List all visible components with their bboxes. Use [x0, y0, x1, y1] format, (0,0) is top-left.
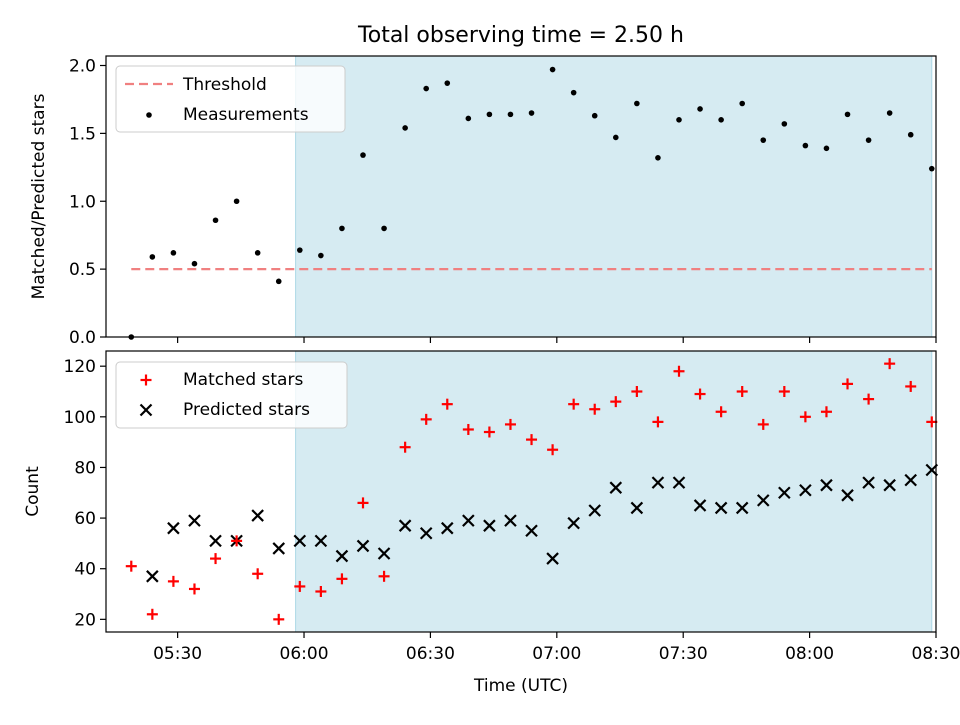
- measurement-point: [613, 135, 619, 141]
- matched-star-point: [168, 576, 179, 587]
- x-tick-label: 06:00: [280, 644, 329, 664]
- measurement-point: [655, 155, 661, 161]
- measurement-point: [381, 226, 387, 232]
- measurement-point: [234, 198, 240, 204]
- x-tick-label: 08:30: [912, 644, 960, 664]
- measurement-point: [697, 106, 703, 112]
- measurement-point: [339, 226, 345, 232]
- measurement-point: [150, 254, 156, 260]
- matched-star-point: [210, 553, 221, 564]
- matched-star-point: [189, 583, 200, 594]
- y-tick-label: 1.0: [69, 192, 96, 212]
- measurement-point: [634, 101, 640, 107]
- predicted-star-point: [273, 543, 284, 554]
- measurement-point: [550, 67, 556, 73]
- measurement-point: [887, 110, 893, 116]
- measurement-point: [824, 146, 830, 152]
- bottom-x-ticks: 05:30 06:00 06:30 07:00 07:30 08:00 08:30: [153, 632, 960, 664]
- bottom-x-axis-label: Time (UTC): [473, 676, 568, 696]
- y-tick-label: 60: [74, 509, 96, 529]
- measurement-point: [213, 217, 219, 223]
- measurement-point: [676, 117, 682, 123]
- y-tick-label: 80: [74, 458, 96, 478]
- legend-predicted-label: Predicted stars: [183, 400, 310, 420]
- y-tick-label: 20: [74, 610, 96, 630]
- measurement-point: [571, 90, 577, 96]
- bottom-observing-window-shade: [296, 351, 932, 632]
- measurement-point: [276, 279, 282, 285]
- top-observing-window-shade: [296, 56, 932, 337]
- measurement-point: [845, 112, 851, 118]
- x-tick-label: 06:30: [406, 644, 455, 664]
- measurement-point: [529, 110, 535, 116]
- measurement-point: [318, 253, 324, 259]
- legend-measurements-label: Measurements: [183, 105, 309, 125]
- y-tick-label: 120: [64, 357, 96, 377]
- measurement-point: [718, 117, 724, 123]
- predicted-star-point: [147, 571, 158, 582]
- matched-star-point: [147, 609, 158, 620]
- bottom-y-axis-label: Count: [23, 466, 43, 517]
- top-legend: Threshold Measurements: [116, 66, 345, 132]
- predicted-star-point: [252, 510, 263, 521]
- predicted-star-point: [168, 523, 179, 534]
- top-x-ticks: [178, 337, 936, 343]
- y-tick-label: 100: [64, 408, 96, 428]
- measurement-point: [908, 132, 914, 138]
- legend-measurements-swatch: [146, 112, 152, 118]
- measurement-point: [508, 112, 514, 118]
- bottom-panel: 20 40 60 80 100 120 05:30 06:00 06:30 07:00 07:30…: [23, 351, 960, 696]
- matched-star-point: [273, 614, 284, 625]
- top-y-ticks: 0.0 0.5 1.0 1.5 2.0: [69, 57, 106, 348]
- measurement-point: [782, 121, 788, 127]
- y-tick-label: 2.0: [69, 57, 96, 77]
- measurement-point: [423, 86, 429, 92]
- matched-star-point: [126, 561, 137, 572]
- matched-star-point: [252, 568, 263, 579]
- measurement-point: [466, 116, 472, 122]
- top-panel: 0.00.51.01.52.0 Matched/Predicted stars …: [29, 56, 936, 348]
- measurement-point: [444, 80, 450, 86]
- x-tick-label: 07:30: [659, 644, 708, 664]
- y-tick-label: 0.0: [69, 328, 96, 348]
- measurement-point: [171, 250, 177, 256]
- measurement-point: [866, 137, 872, 143]
- bottom-legend: Matched stars Predicted stars: [116, 362, 347, 428]
- top-y-axis-label: Matched/Predicted stars: [29, 93, 49, 299]
- predicted-star-point: [210, 535, 221, 546]
- y-tick-label: 40: [74, 560, 96, 580]
- x-tick-label: 08:00: [785, 644, 834, 664]
- y-tick-label: 1.5: [69, 124, 96, 144]
- chart-title: Total observing time = 2.50 h: [357, 23, 684, 48]
- measurement-point: [255, 250, 261, 256]
- bottom-y-ticks: 20 40 60 80 100 120: [64, 357, 106, 630]
- measurement-point: [592, 113, 598, 119]
- x-tick-label: 05:30: [153, 644, 202, 664]
- x-tick-label: 07:00: [532, 644, 581, 664]
- measurement-point: [739, 101, 745, 107]
- measurement-point: [929, 166, 935, 172]
- predicted-star-point: [189, 515, 200, 526]
- legend-threshold-label: Threshold: [182, 75, 267, 95]
- measurement-point: [297, 247, 303, 253]
- measurement-point: [402, 125, 408, 131]
- y-tick-label: 0.5: [69, 260, 96, 280]
- measurement-point: [760, 137, 766, 143]
- measurement-point: [487, 112, 493, 118]
- measurement-point: [192, 261, 198, 267]
- measurement-point: [803, 143, 809, 149]
- measurement-point: [360, 152, 366, 158]
- legend-matched-label: Matched stars: [183, 370, 303, 390]
